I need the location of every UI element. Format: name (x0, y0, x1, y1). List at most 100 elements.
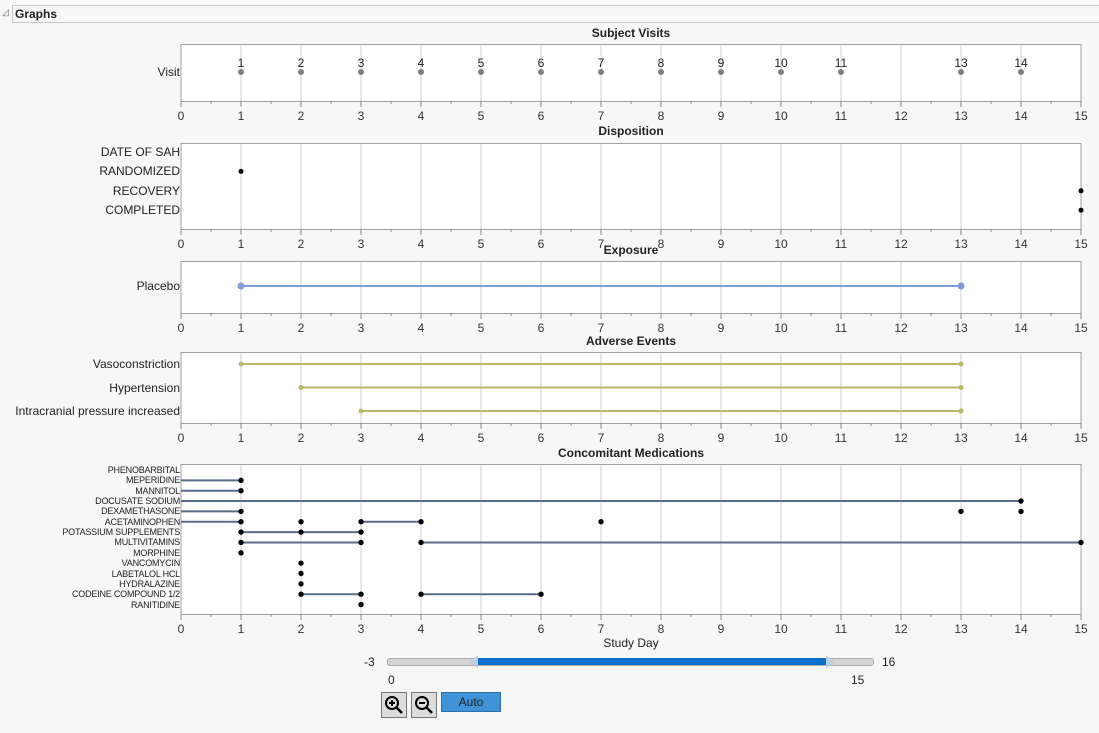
event-point (418, 519, 424, 525)
event-point (958, 385, 964, 390)
auto-button[interactable]: Auto (441, 692, 501, 712)
x-tick-label: 13 (954, 237, 968, 251)
row-label: Hypertension (109, 380, 180, 395)
x-tick-label: 4 (418, 622, 425, 636)
event-point (358, 408, 364, 414)
x-tick-label: 5 (478, 237, 485, 251)
visit-number-label: 13 (954, 56, 968, 70)
event-point (418, 591, 424, 597)
event-point (238, 488, 244, 494)
x-tick-label: 4 (418, 109, 425, 123)
row-label: COMPLETED (105, 203, 180, 218)
x-tick-label: 1 (238, 431, 245, 445)
visit-number-label: 6 (538, 56, 545, 70)
x-tick-label: 7 (598, 321, 605, 335)
event-point (238, 539, 244, 546)
event-point (418, 69, 424, 75)
ae-plot: 0 1 2 3 4 5 6 7 8 9 10 11 12 13 14 15 (178, 352, 1088, 445)
x-tick-label: 15 (1074, 431, 1088, 445)
x-tick-label: 11 (835, 431, 848, 445)
disp-plot: 0 1 2 3 4 5 6 7 8 9 10 11 12 13 14 15 (178, 143, 1088, 251)
x-tick-label: 13 (954, 109, 968, 123)
row-label: MANNITOL (135, 485, 180, 496)
x-tick-label: 13 (954, 622, 968, 636)
row-label: PHENOBARBITAL (107, 465, 180, 475)
range-slider-low-handle[interactable] (470, 655, 478, 669)
x-tick-label: 10 (774, 622, 788, 636)
x-tick-label: 10 (774, 431, 788, 445)
event-point (298, 570, 304, 577)
x-tick-label: 3 (358, 321, 365, 335)
x-tick-label: 14 (1014, 109, 1028, 123)
x-tick-label: 7 (598, 622, 605, 636)
zoom-in-icon (385, 696, 403, 714)
event-point (298, 385, 304, 390)
zoom-out-button[interactable] (411, 692, 437, 718)
event-point (958, 69, 964, 75)
x-tick-label: 0 (178, 237, 185, 251)
event-point (298, 529, 304, 535)
row-label: Vasoconstriction (92, 357, 180, 371)
event-point (238, 69, 244, 75)
x-tick-label: 4 (418, 431, 425, 445)
visit-number-label: 8 (658, 56, 665, 70)
row-label: MULTIVITAMINS (114, 537, 180, 548)
zoom-out-icon (415, 696, 433, 714)
event-point (538, 69, 544, 75)
event-point (1018, 498, 1024, 504)
x-tick-label: 0 (178, 431, 185, 445)
event-point (358, 539, 364, 546)
x-tick-label: 9 (718, 431, 725, 445)
graphs-title: Graphs (15, 7, 58, 21)
zoom-in-button[interactable] (381, 692, 407, 718)
x-tick-label: 15 (1074, 321, 1088, 335)
visit-number-label: 2 (298, 56, 305, 70)
x-tick-label: 9 (718, 321, 725, 335)
x-tick-label: 12 (894, 622, 908, 636)
x-tick-label: 1 (238, 321, 245, 335)
event-point (358, 519, 364, 525)
x-tick-label: 11 (835, 109, 848, 123)
x-tick-label: 8 (658, 622, 665, 636)
x-tick-label: 14 (1014, 622, 1028, 636)
x-tick-label: 12 (894, 321, 908, 335)
visit-number-label: 11 (835, 56, 848, 70)
x-tick-label: 5 (478, 109, 485, 123)
slider-low-value[interactable]: 0 (388, 673, 395, 687)
x-tick-label: 2 (298, 237, 305, 251)
slider-min-label: -3 (364, 655, 375, 669)
x-tick-label: 1 (238, 109, 245, 123)
x-tick-label: 14 (1014, 321, 1028, 335)
slider-max-label: 16 (882, 655, 896, 669)
x-tick-label: 0 (178, 321, 185, 335)
event-point (1018, 69, 1024, 75)
slider-high-value[interactable]: 15 (851, 673, 865, 687)
visits-plot: 0 1 2 3 4 5 6 7 8 9 10 11 12 13 14 151 2 3 4 5 6 7 8 9 10 11 13 14 (178, 44, 1088, 123)
x-tick-label: 15 (1074, 237, 1088, 251)
graphs-outline-header[interactable]: Graphs (12, 5, 1099, 23)
row-label: Intracranial pressure increased (15, 404, 180, 418)
disclosure-triangle-icon[interactable]: ◿ (2, 7, 9, 17)
event-point (298, 591, 304, 597)
x-tick-label: 12 (894, 237, 908, 251)
x-tick-label: 10 (774, 109, 788, 123)
x-tick-label: 6 (538, 109, 545, 123)
x-tick-label: 8 (658, 431, 665, 445)
x-tick-label: 11 (835, 622, 848, 636)
x-tick-label: 3 (358, 431, 365, 445)
row-label: RANITIDINE (130, 599, 180, 610)
event-point (598, 69, 604, 75)
row-label: RECOVERY (112, 183, 180, 198)
visit-number-label: 9 (718, 56, 725, 70)
x-tick-label: 14 (1014, 431, 1028, 445)
event-point (957, 282, 965, 290)
event-point (238, 361, 244, 367)
x-tick-label: 0 (178, 109, 185, 123)
row-label: VANCOMYCIN (121, 558, 181, 569)
x-tick-label: 2 (298, 431, 305, 445)
row-label: LABETALOL HCL (111, 568, 181, 579)
x-tick-label: 0 (178, 622, 185, 636)
cm-panel-title: Concomitant Medications (557, 446, 704, 460)
event-point (298, 581, 304, 587)
range-slider-high-handle[interactable] (826, 655, 834, 669)
